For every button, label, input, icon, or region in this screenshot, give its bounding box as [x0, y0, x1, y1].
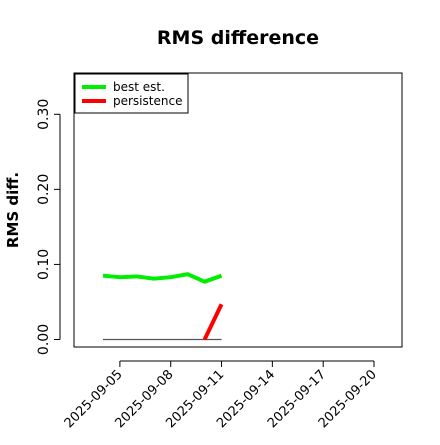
legend-label: best est. — [113, 80, 165, 94]
y-tick-label: 0.20 — [36, 174, 52, 205]
y-tick-label: 0.00 — [36, 324, 52, 355]
axes: 0.000.100.200.302025-09-052025-09-082025… — [36, 99, 380, 432]
plot-area — [73, 72, 403, 348]
legend-label: persistence — [113, 94, 182, 108]
series-line-best-est — [102, 272, 223, 284]
legend-box — [74, 73, 189, 114]
chart-title: RMS difference — [157, 27, 319, 49]
legend: best est.persistence — [74, 73, 189, 114]
y-axis-label: RMS diff. — [4, 172, 22, 248]
series-line-persistence — [202, 303, 224, 341]
y-tick-label: 0.30 — [36, 99, 52, 130]
y-tick-label: 0.10 — [36, 249, 52, 280]
series-layer — [102, 272, 224, 341]
